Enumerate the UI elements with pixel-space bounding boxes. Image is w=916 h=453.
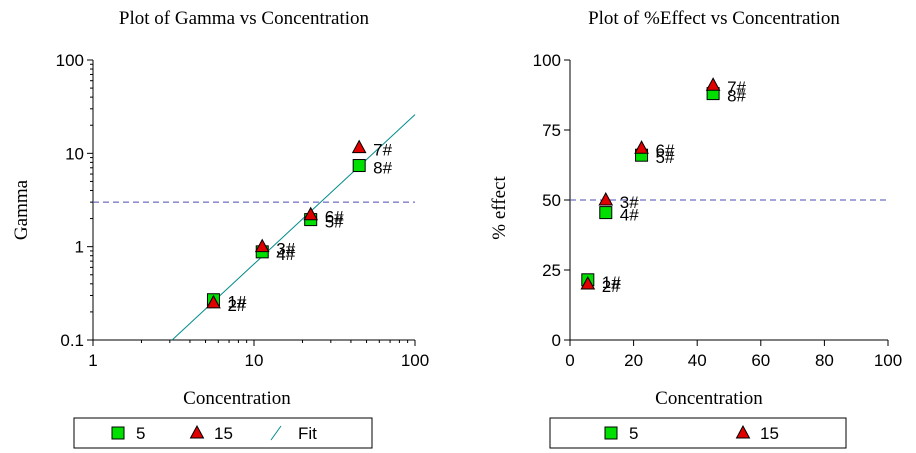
chart1-point-triangle <box>206 294 221 309</box>
chart1-point-label: 5# <box>325 213 344 232</box>
chart2-point-label: 7# <box>727 78 746 97</box>
chart2-y-tick-label: 75 <box>542 121 561 140</box>
chart2-point-square <box>599 206 613 220</box>
chart2-point-triangle <box>634 140 649 154</box>
chart2-y-tick-label: 0 <box>552 331 561 350</box>
chart1-title: Plot of Gamma vs Concentration <box>119 8 370 29</box>
chart1-legend-label-fit: Fit <box>298 424 317 443</box>
chart2-x-tick-label: 0 <box>565 351 574 370</box>
chart2-x-tick-label: 40 <box>688 351 707 370</box>
chart2-point-triangle <box>580 275 596 290</box>
chart1-point-triangle <box>351 139 367 154</box>
chart1-legend-fit-marker <box>270 425 282 441</box>
chart2-point-label: 8# <box>727 87 746 106</box>
chart2-legend-square-marker <box>604 426 618 440</box>
chart1-point-triangle <box>303 206 319 221</box>
chart1-point-square <box>352 159 366 173</box>
chart2-y-label: % effect <box>489 176 510 240</box>
chart1-point-label: 1# <box>227 293 246 312</box>
chart1-x-tick-label: 10 <box>245 351 264 370</box>
chart1-y-tick-label: 0.1 <box>60 331 84 350</box>
chart1-x-label: Concentration <box>183 388 291 409</box>
chart2-point-label: 2# <box>602 277 621 296</box>
chart1-point-label: 2# <box>227 296 246 315</box>
chart2-point-triangle <box>705 77 721 91</box>
chart1-point-label: 4# <box>276 245 295 264</box>
chart1-y-tick-label: 1 <box>75 238 84 257</box>
chart2-point-triangle <box>598 191 614 206</box>
chart2-point-label: 4# <box>620 206 639 225</box>
chart1-point-label: 3# <box>276 240 295 259</box>
chart1-point-label: 8# <box>373 159 392 178</box>
chart2-y-tick-label: 25 <box>542 261 561 280</box>
chart2-point-label: 3# <box>620 193 639 212</box>
chart2-legend-triangle-marker <box>735 424 751 439</box>
chart1-y-label: Gamma <box>11 179 32 240</box>
chart2-x-tick-label: 60 <box>751 351 770 370</box>
chart2-legend-label-5: 5 <box>629 424 638 443</box>
chart1-x-tick-label: 100 <box>401 351 429 370</box>
chart1-x-tick-label: 1 <box>88 351 97 370</box>
chart2-legend-label-15: 15 <box>760 424 779 443</box>
chart2-point-label: 5# <box>656 148 675 167</box>
chart2-y-tick-label: 50 <box>542 191 561 210</box>
chart2-x-tick-label: 80 <box>815 351 834 370</box>
chart2-x-tick-label: 20 <box>624 351 643 370</box>
chart1-legend-label-5: 5 <box>136 424 145 443</box>
chart2-point-label: 1# <box>602 273 621 292</box>
chart2-x-label: Concentration <box>655 388 763 409</box>
chart1-y-tick-label: 10 <box>65 144 84 163</box>
chart1-y-tick-label: 100 <box>56 51 84 70</box>
chart2-legend-box <box>549 417 847 449</box>
chart2-x-tick-label: 100 <box>874 351 902 370</box>
chart1-point-triangle <box>254 238 270 253</box>
chart1-point-label: 6# <box>325 208 344 227</box>
chart2-y-tick-label: 100 <box>533 51 561 70</box>
chart1-legend-triangle-marker <box>189 424 205 439</box>
chart1-point-label: 7# <box>373 141 392 160</box>
chart2-point-label: 6# <box>656 141 675 160</box>
chart2-title: Plot of %Effect vs Concentration <box>588 8 840 29</box>
chart1-legend-square-marker <box>111 426 125 440</box>
chart1-legend-label-15: 15 <box>214 424 233 443</box>
